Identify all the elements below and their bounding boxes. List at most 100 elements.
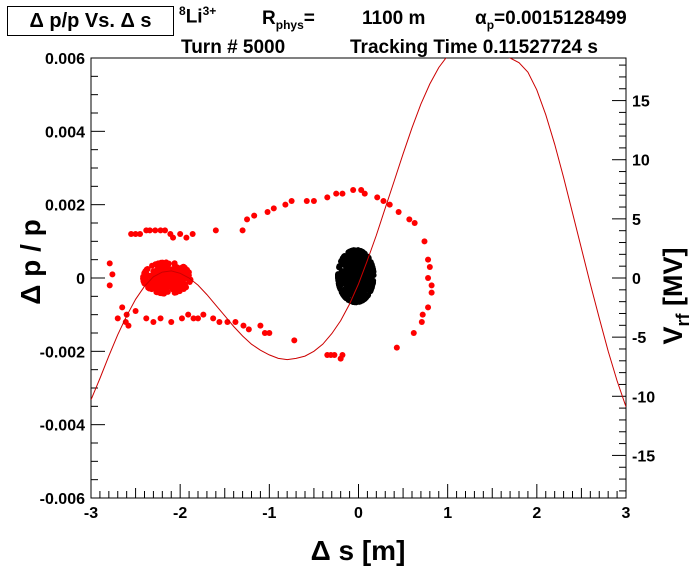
x-axis-label: Δ s [m] (311, 535, 406, 566)
particle-point (410, 330, 417, 336)
y2-tick-label: 10 (632, 153, 650, 170)
particle-point (171, 260, 178, 267)
particle-point (232, 319, 239, 325)
particle-point (170, 234, 177, 241)
particle-point (132, 231, 139, 237)
particle-point (106, 260, 113, 267)
particle-point (146, 272, 153, 279)
particle-point (350, 187, 357, 193)
particle-point (212, 227, 219, 234)
particle-point (310, 198, 317, 204)
particle-point (288, 198, 295, 204)
particle-point (146, 227, 153, 234)
particle-point (418, 319, 425, 325)
y2-tick-label: -10 (632, 389, 655, 406)
particle-point (143, 266, 150, 273)
particle-point (351, 247, 358, 254)
particle-point (344, 279, 351, 286)
ion-label: 8Li3+ (179, 4, 216, 28)
particle-point (128, 231, 135, 237)
particle-point (239, 227, 246, 234)
particle-point (154, 265, 161, 272)
particle-point (349, 273, 356, 280)
y-tick-label: -0.002 (40, 344, 85, 361)
particle-point (261, 330, 268, 336)
y-tick-label: 0.004 (45, 124, 85, 141)
y2-tick-label: 5 (632, 212, 641, 229)
rphys-symbol: R (262, 8, 276, 29)
particle-point (125, 322, 132, 329)
particle-point (200, 311, 207, 318)
alpha-label: αp=0.0015128499 (475, 8, 627, 32)
particle-point (425, 275, 432, 281)
particle-point (419, 311, 426, 318)
particle-point (428, 289, 435, 296)
particle-point (354, 262, 361, 269)
particle-point (178, 315, 185, 322)
particle-point (348, 258, 355, 265)
particle-point (425, 304, 432, 311)
y2-label-main: V (658, 326, 688, 344)
particle-point (351, 299, 358, 306)
particle-point (342, 262, 349, 269)
particle-point (345, 249, 352, 256)
particle-point (174, 284, 181, 291)
x-tick-label: 1 (443, 505, 452, 522)
particle-point (361, 190, 368, 197)
particle-point (177, 276, 184, 283)
particle-point (342, 293, 349, 300)
particle-point (353, 254, 360, 261)
particle-point (270, 205, 277, 212)
y2-tick-label: -5 (632, 330, 646, 347)
particle-point (251, 212, 258, 219)
particle-point (152, 227, 159, 234)
y-tick-label: 0.002 (45, 198, 85, 215)
x-tick-label: 0 (354, 505, 363, 522)
y-axis-ticks: -0.006 -0.004 -0.002 0 0.002 0.004 0.006 (40, 51, 105, 508)
y2-label-unit: [MV] (658, 248, 688, 314)
particle-point (185, 311, 192, 318)
alpha-value: =0.0015128499 (494, 8, 627, 29)
particle-point (428, 282, 435, 289)
particle-point (210, 315, 217, 322)
particle-point (167, 283, 174, 290)
particle-point (162, 227, 169, 234)
particle-point (190, 315, 197, 322)
particle-point (339, 190, 346, 197)
particle-point (164, 267, 171, 274)
particle-point (119, 304, 126, 311)
particle-point (341, 252, 348, 259)
particle-point (216, 319, 223, 325)
particle-point (349, 263, 356, 270)
particle-point (336, 284, 343, 291)
particle-point (183, 234, 190, 241)
particle-point (143, 315, 150, 322)
particle-point (264, 209, 271, 215)
particle-point (181, 264, 188, 271)
particle-point (157, 227, 164, 234)
y2-tick-label: 15 (632, 94, 650, 111)
particle-point (357, 247, 364, 254)
y-tick-label: -0.004 (40, 418, 85, 435)
x-tick-label: -3 (84, 505, 98, 522)
plot-title: Δ p/p Vs. Δ s (29, 10, 152, 32)
particle-point (369, 282, 376, 289)
particle-point (426, 264, 433, 270)
particle-point (132, 308, 139, 314)
rphys-eq: = (303, 8, 315, 29)
particle-point (338, 289, 345, 296)
particle-point (324, 194, 331, 201)
y-tick-label: 0 (76, 271, 85, 288)
particle-point (393, 344, 400, 351)
particle-point (367, 259, 374, 266)
y-tick-label: 0.006 (45, 51, 85, 68)
particle-point (303, 198, 310, 204)
particle-point (266, 330, 273, 336)
rf-voltage-curve (91, 58, 626, 408)
particle-point (335, 271, 342, 278)
x-tick-label: 2 (532, 505, 541, 522)
particle-point (367, 266, 374, 273)
particle-point (114, 315, 121, 322)
particle-point (157, 315, 164, 322)
